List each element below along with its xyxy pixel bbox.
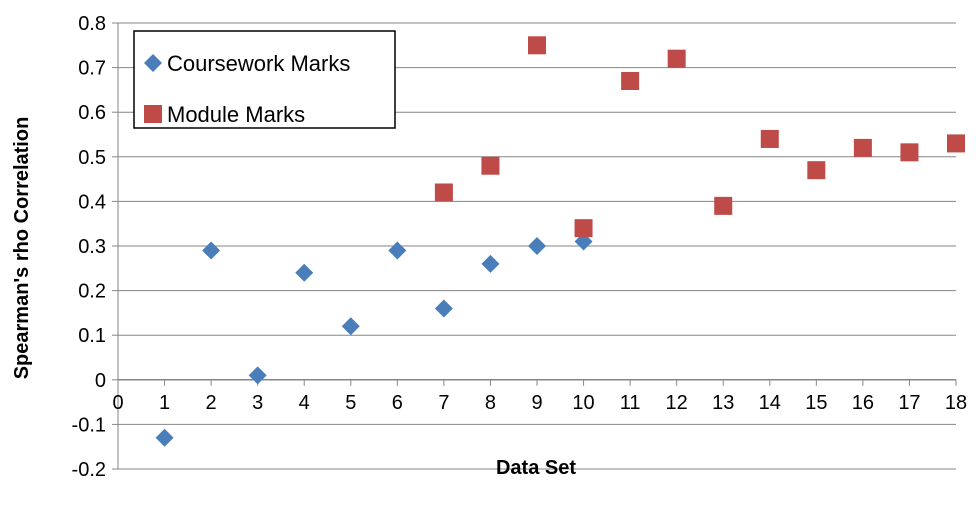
legend-box [133,30,396,129]
coursework-marks-point [295,263,314,282]
y-tick-label: -0.2 [72,459,106,481]
module-marks-point [528,36,546,55]
x-tick-label: 13 [712,392,734,414]
y-tick-labels: 0.8 0.7 0.6 0.5 0.4 0.3 0.2 0.1 0 -0.1 -0.2 [72,13,106,481]
y-axis-title: Spearman's rho Correlation [11,117,33,380]
module-marks-point [574,219,593,238]
x-tick-label: 1 [159,392,170,414]
x-tick-label: 3 [252,392,263,414]
x-tick-label: 18 [945,392,967,414]
module-marks-point [807,161,826,180]
y-tick-label: -0.1 [72,414,106,436]
y-tick-label: 0.4 [78,191,106,213]
x-tick-labels: 0 1 2 3 4 5 6 7 8 9 10 11 12 13 14 15 16 17 18 [112,392,967,414]
y-tick-label: 0.7 [78,58,106,80]
module-marks-point [481,156,500,175]
x-tick-label: 16 [852,392,874,414]
coursework-marks-point [202,241,221,260]
coursework-marks-point [481,254,500,273]
x-axis-title: Data Set [496,457,576,479]
y-tick-label: 0.5 [78,147,106,169]
module-marks-point [900,143,919,162]
x-tick-label: 8 [485,392,496,414]
x-tick-label: 12 [666,392,688,414]
coursework-marks-point [341,317,360,336]
coursework-marks-point [528,237,546,255]
x-tick-label: 0 [112,392,123,414]
module-marks-point [434,183,453,202]
coursework-marks-point [434,299,453,318]
x-tick-label: 6 [392,392,403,414]
data-points [155,36,965,447]
x-tick-label: 14 [759,392,781,414]
module-marks-point [714,196,733,215]
x-tick-label: 7 [438,392,449,414]
coursework-marks-point [388,241,407,260]
y-tick-label: 0.3 [78,236,106,258]
module-marks-point [947,134,965,153]
coursework-marks-point [248,366,267,385]
module-marks-point [853,138,872,157]
legend-diamond-marker [144,54,162,72]
x-tick-label: 17 [898,392,920,414]
x-tick-label: 2 [206,392,217,414]
x-tick-label: 5 [345,392,356,414]
x-tick-label: 10 [572,392,594,414]
x-tick-label: 15 [805,392,827,414]
legend-square-marker [144,105,162,123]
legend-label: Module Marks [167,102,305,127]
module-marks-point [621,71,640,90]
module-marks-point [667,49,686,68]
y-tick-label: 0.1 [78,325,106,347]
x-tick-label: 9 [531,392,542,414]
x-tick-label: 4 [299,392,310,414]
y-tick-label: 0 [95,370,106,392]
y-tick-label: 0.6 [78,102,106,124]
legend: Coursework Marks Module Marks [133,30,396,129]
y-tick-label: 0.8 [78,13,106,35]
module-marks-point [760,129,779,148]
y-tick-label: 0.2 [78,281,106,303]
coursework-marks-point [155,428,174,447]
legend-label: Coursework Marks [167,51,350,76]
x-tick-label: 11 [620,392,641,414]
